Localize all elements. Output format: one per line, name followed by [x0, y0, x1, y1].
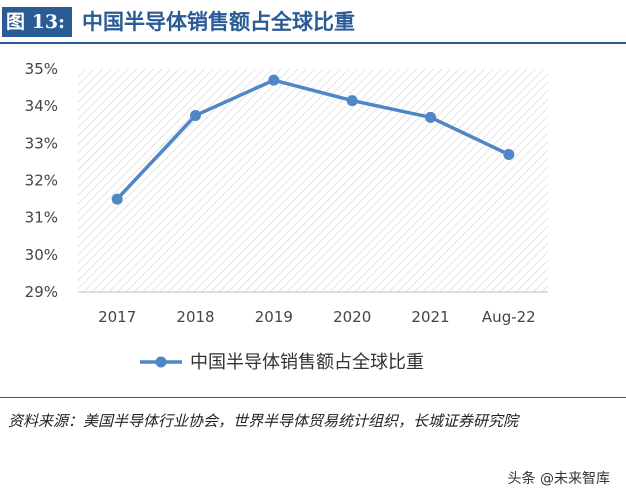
data-point	[503, 148, 515, 160]
data-point	[346, 95, 358, 107]
y-tick-label: 34%	[25, 97, 58, 115]
watermark: 头条 @未来智库	[505, 468, 612, 488]
y-tick-label: 35%	[25, 60, 58, 78]
x-tick-label: 2019	[255, 308, 293, 326]
series-line	[115, 78, 511, 201]
header-rule	[0, 42, 626, 44]
data-point	[425, 111, 436, 123]
legend-marker	[155, 356, 167, 368]
data-point	[190, 109, 201, 121]
data-point	[111, 193, 123, 205]
x-tick-label: 2017	[98, 308, 136, 326]
y-tick-label: 33%	[25, 134, 58, 152]
x-tick-label: Aug-22	[482, 308, 536, 326]
y-tick-label: 29%	[25, 283, 58, 301]
figure-header: 图 13: 中国半导体销售额占全球比重	[0, 0, 626, 44]
plot-area-background	[78, 69, 548, 292]
figure-title: 中国半导体销售额占全球比重	[82, 10, 355, 34]
footer-rule	[0, 397, 626, 398]
data-point	[268, 74, 280, 86]
x-tick-label: 2018	[176, 308, 214, 326]
legend-label: 中国半导体销售额占全球比重	[190, 352, 424, 373]
source-note: 资料来源：美国半导体行业协会，世界半导体贸易统计组织，长城证券研究院	[8, 412, 519, 430]
y-tick-label: 30%	[25, 246, 58, 264]
y-tick-label: 32%	[25, 172, 58, 190]
y-tick-label: 31%	[25, 209, 58, 227]
x-tick-label: 2021	[411, 308, 449, 326]
x-tick-label: 2020	[333, 308, 371, 326]
figure-label: 图 13:	[2, 7, 72, 37]
line-chart: 29% 30% 31% 32% 33% 34% 35% 2017 2018 2019 2020 202…	[25, 60, 548, 373]
